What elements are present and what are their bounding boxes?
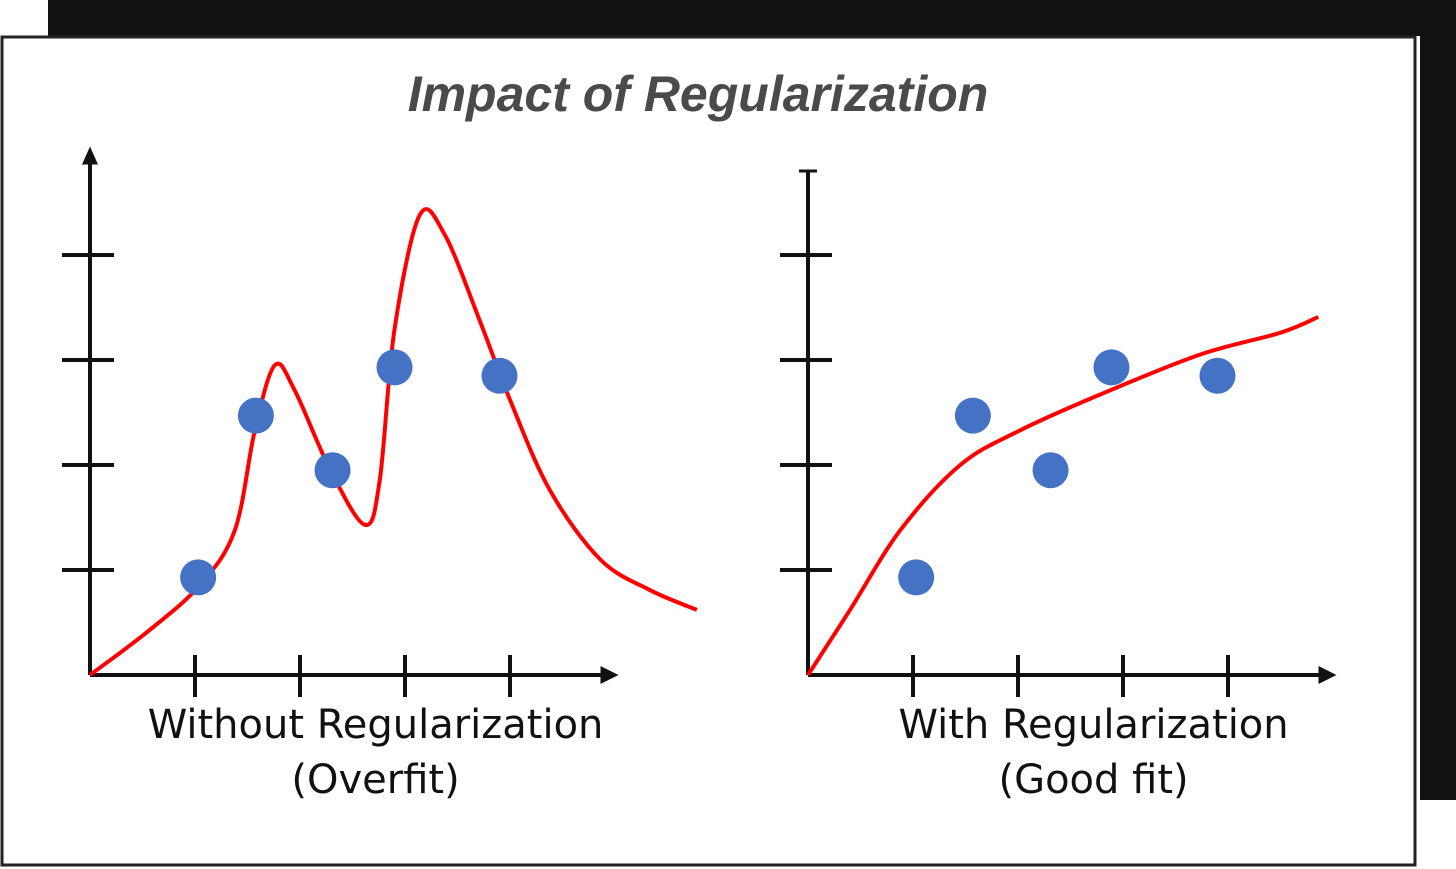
data-point	[481, 357, 518, 394]
dark-frame-right	[1420, 0, 1456, 800]
x-axis-label: Without Regularization	[148, 702, 604, 748]
data-point	[180, 559, 217, 596]
fit-curve	[88, 207, 698, 677]
fit-curve	[806, 315, 1320, 677]
data-point	[1199, 357, 1236, 394]
data-point	[314, 452, 351, 489]
x-axis-label: (Good fit)	[998, 757, 1188, 803]
data-point	[1093, 349, 1130, 386]
y-axis-arrow	[82, 146, 98, 165]
panel	[0, 35, 1417, 867]
data-point	[376, 349, 413, 386]
x-axis-arrow	[1318, 666, 1337, 684]
dark-frame-top	[48, 0, 1456, 36]
data-point	[898, 559, 935, 596]
x-axis-arrow	[600, 666, 619, 684]
data-point	[954, 397, 991, 434]
figure-title: Impact of Regularization	[408, 66, 989, 122]
data-point	[1032, 452, 1069, 489]
x-axis-label: With Regularization	[898, 702, 1288, 748]
x-axis-label: (Overfit)	[291, 757, 459, 803]
data-point	[237, 397, 274, 434]
